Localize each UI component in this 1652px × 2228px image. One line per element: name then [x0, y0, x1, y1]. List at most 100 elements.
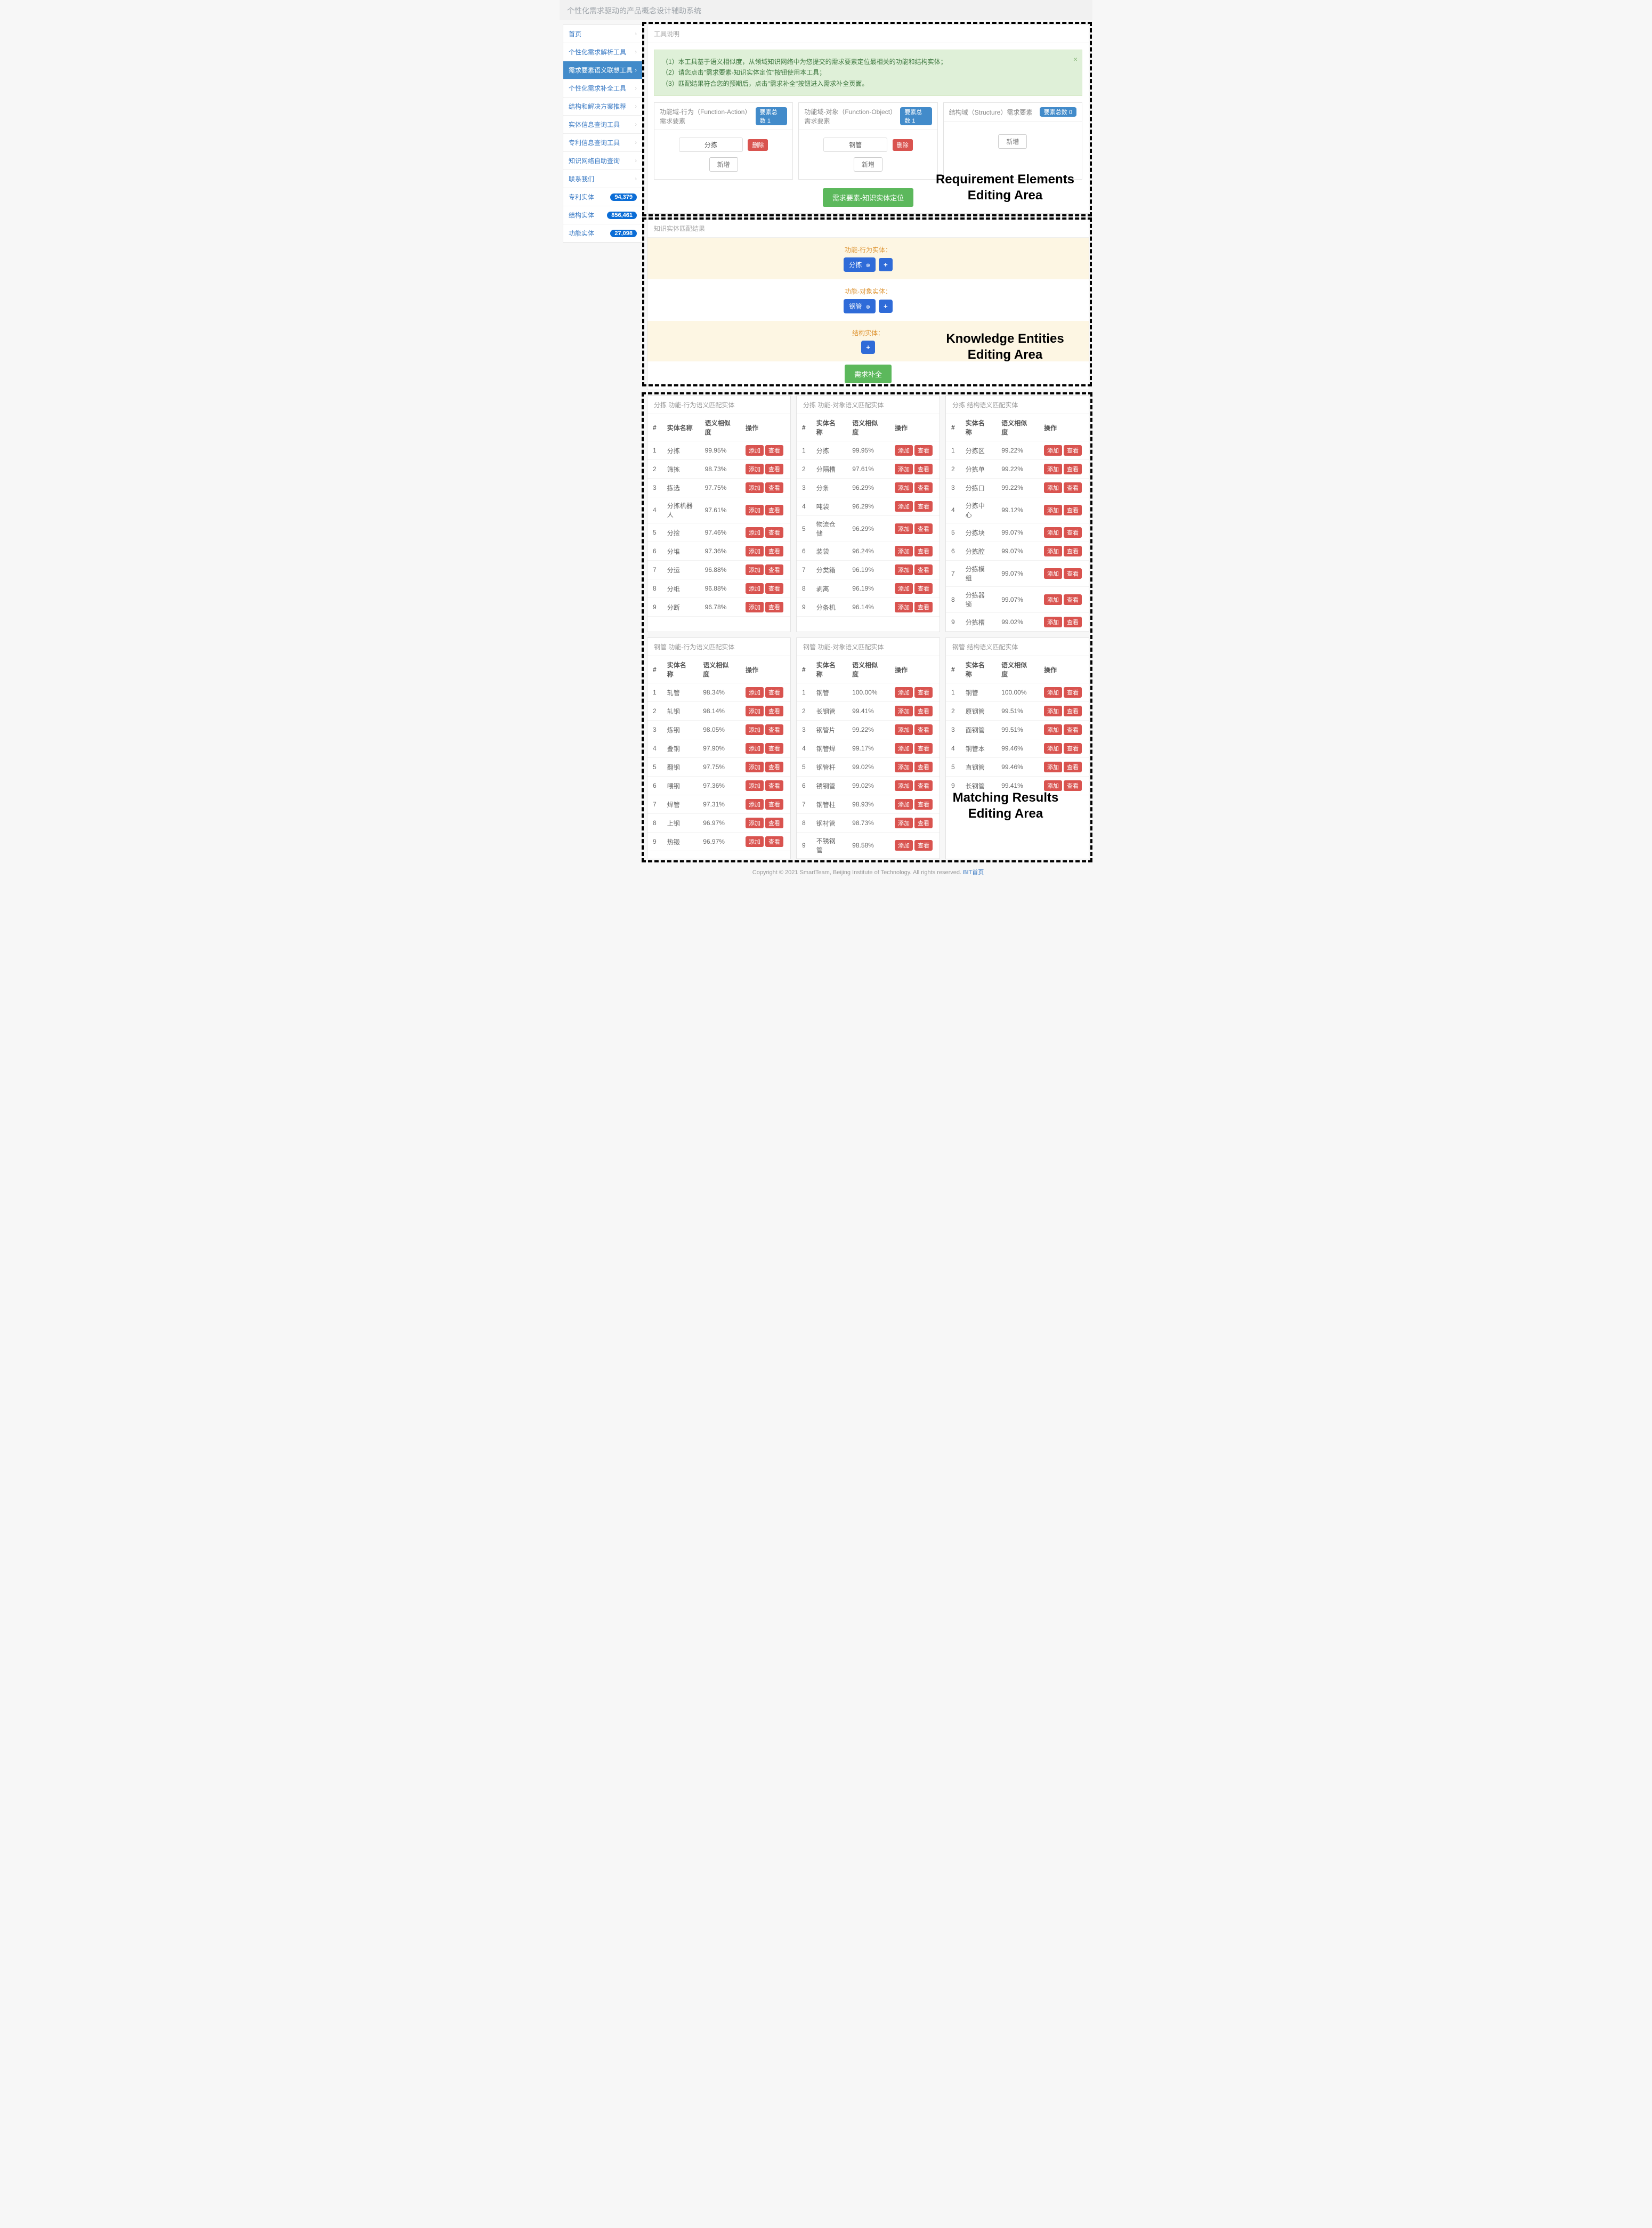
op-add-button[interactable]: 添加	[746, 464, 764, 474]
op-add-button[interactable]: 添加	[1044, 445, 1062, 456]
add-entity-button[interactable]: +	[879, 300, 893, 313]
op-add-button[interactable]: 添加	[1044, 527, 1062, 538]
entity-tag-button[interactable]: 分拣 ⊗	[844, 257, 876, 272]
op-add-button[interactable]: 添加	[895, 523, 913, 534]
op-add-button[interactable]: 添加	[1044, 546, 1062, 556]
op-add-button[interactable]: 添加	[1044, 505, 1062, 515]
op-add-button[interactable]: 添加	[1044, 706, 1062, 716]
op-add-button[interactable]: 添加	[895, 445, 913, 456]
op-add-button[interactable]: 添加	[746, 546, 764, 556]
op-view-button[interactable]: 查看	[1064, 743, 1082, 754]
op-add-button[interactable]: 添加	[895, 501, 913, 512]
sidebar-item[interactable]: 个性化需求解析工具›	[563, 43, 642, 61]
op-add-button[interactable]: 添加	[746, 583, 764, 594]
op-view-button[interactable]: 查看	[765, 762, 783, 772]
op-view-button[interactable]: 查看	[914, 799, 933, 810]
delete-button[interactable]: 删除	[893, 139, 913, 151]
op-add-button[interactable]: 添加	[1044, 482, 1062, 493]
entity-tag-button[interactable]: 钢管 ⊗	[844, 299, 876, 313]
add-button[interactable]: 新增	[998, 134, 1027, 149]
op-view-button[interactable]: 查看	[765, 464, 783, 474]
op-view-button[interactable]: 查看	[1064, 505, 1082, 515]
footer-link[interactable]: BIT首页	[963, 869, 984, 876]
op-view-button[interactable]: 查看	[765, 687, 783, 698]
op-view-button[interactable]: 查看	[914, 564, 933, 575]
sidebar-item[interactable]: 实体信息查询工具›	[563, 116, 642, 134]
op-view-button[interactable]: 查看	[765, 505, 783, 515]
op-view-button[interactable]: 查看	[765, 546, 783, 556]
op-add-button[interactable]: 添加	[1044, 464, 1062, 474]
op-view-button[interactable]: 查看	[1064, 445, 1082, 456]
sidebar-item[interactable]: 结构实体856,461	[563, 206, 642, 224]
op-add-button[interactable]: 添加	[746, 687, 764, 698]
op-view-button[interactable]: 查看	[1064, 706, 1082, 716]
op-view-button[interactable]: 查看	[1064, 780, 1082, 791]
sidebar-item[interactable]: 首页›	[563, 25, 642, 43]
op-add-button[interactable]: 添加	[895, 706, 913, 716]
op-add-button[interactable]: 添加	[1044, 594, 1062, 605]
op-view-button[interactable]: 查看	[1064, 546, 1082, 556]
op-view-button[interactable]: 查看	[1064, 762, 1082, 772]
sidebar-item[interactable]: 知识网络自助查询›	[563, 152, 642, 170]
op-add-button[interactable]: 添加	[895, 799, 913, 810]
op-add-button[interactable]: 添加	[746, 564, 764, 575]
op-view-button[interactable]: 查看	[1064, 617, 1082, 627]
op-view-button[interactable]: 查看	[1064, 482, 1082, 493]
op-view-button[interactable]: 查看	[765, 482, 783, 493]
op-view-button[interactable]: 查看	[914, 583, 933, 594]
op-view-button[interactable]: 查看	[765, 564, 783, 575]
op-view-button[interactable]: 查看	[914, 523, 933, 534]
op-add-button[interactable]: 添加	[895, 687, 913, 698]
op-view-button[interactable]: 查看	[765, 527, 783, 538]
op-add-button[interactable]: 添加	[1044, 780, 1062, 791]
op-add-button[interactable]: 添加	[1044, 724, 1062, 735]
op-view-button[interactable]: 查看	[914, 706, 933, 716]
op-view-button[interactable]: 查看	[914, 743, 933, 754]
op-add-button[interactable]: 添加	[895, 743, 913, 754]
op-view-button[interactable]: 查看	[1064, 687, 1082, 698]
op-view-button[interactable]: 查看	[1064, 568, 1082, 579]
add-button[interactable]: 新增	[854, 157, 882, 172]
op-add-button[interactable]: 添加	[1044, 568, 1062, 579]
delete-button[interactable]: 删除	[748, 139, 768, 151]
add-button[interactable]: 新增	[709, 157, 738, 172]
sidebar-item[interactable]: 个性化需求补全工具›	[563, 79, 642, 98]
op-add-button[interactable]: 添加	[746, 743, 764, 754]
sidebar-item[interactable]: 专利实体94,379	[563, 188, 642, 206]
op-add-button[interactable]: 添加	[895, 602, 913, 612]
op-view-button[interactable]: 查看	[914, 687, 933, 698]
op-view-button[interactable]: 查看	[765, 583, 783, 594]
op-add-button[interactable]: 添加	[895, 464, 913, 474]
op-add-button[interactable]: 添加	[746, 706, 764, 716]
op-add-button[interactable]: 添加	[1044, 687, 1062, 698]
sidebar-item[interactable]: 专利信息查询工具›	[563, 134, 642, 152]
op-add-button[interactable]: 添加	[746, 724, 764, 735]
sidebar-item[interactable]: 需求要素语义联想工具›	[563, 61, 642, 79]
op-add-button[interactable]: 添加	[895, 762, 913, 772]
op-view-button[interactable]: 查看	[1064, 724, 1082, 735]
op-view-button[interactable]: 查看	[1064, 464, 1082, 474]
op-view-button[interactable]: 查看	[914, 464, 933, 474]
op-add-button[interactable]: 添加	[1044, 743, 1062, 754]
req-input-fo[interactable]: 钢管	[823, 138, 887, 152]
op-view-button[interactable]: 查看	[765, 724, 783, 735]
op-add-button[interactable]: 添加	[746, 780, 764, 791]
sidebar-item[interactable]: 联系我们›	[563, 170, 642, 188]
op-add-button[interactable]: 添加	[1044, 617, 1062, 627]
op-view-button[interactable]: 查看	[765, 743, 783, 754]
op-add-button[interactable]: 添加	[746, 602, 764, 612]
op-view-button[interactable]: 查看	[914, 840, 933, 851]
op-view-button[interactable]: 查看	[914, 445, 933, 456]
op-add-button[interactable]: 添加	[746, 836, 764, 847]
op-view-button[interactable]: 查看	[765, 706, 783, 716]
sidebar-item[interactable]: 功能实体27,098	[563, 224, 642, 242]
op-add-button[interactable]: 添加	[746, 505, 764, 515]
req-input-fa[interactable]: 分拣	[679, 138, 743, 152]
op-view-button[interactable]: 查看	[914, 780, 933, 791]
op-view-button[interactable]: 查看	[765, 602, 783, 612]
op-view-button[interactable]: 查看	[1064, 527, 1082, 538]
sidebar-item[interactable]: 结构和解决方案推荐›	[563, 98, 642, 116]
op-add-button[interactable]: 添加	[895, 840, 913, 851]
remove-icon[interactable]: ⊗	[866, 263, 870, 269]
op-view-button[interactable]: 查看	[1064, 594, 1082, 605]
